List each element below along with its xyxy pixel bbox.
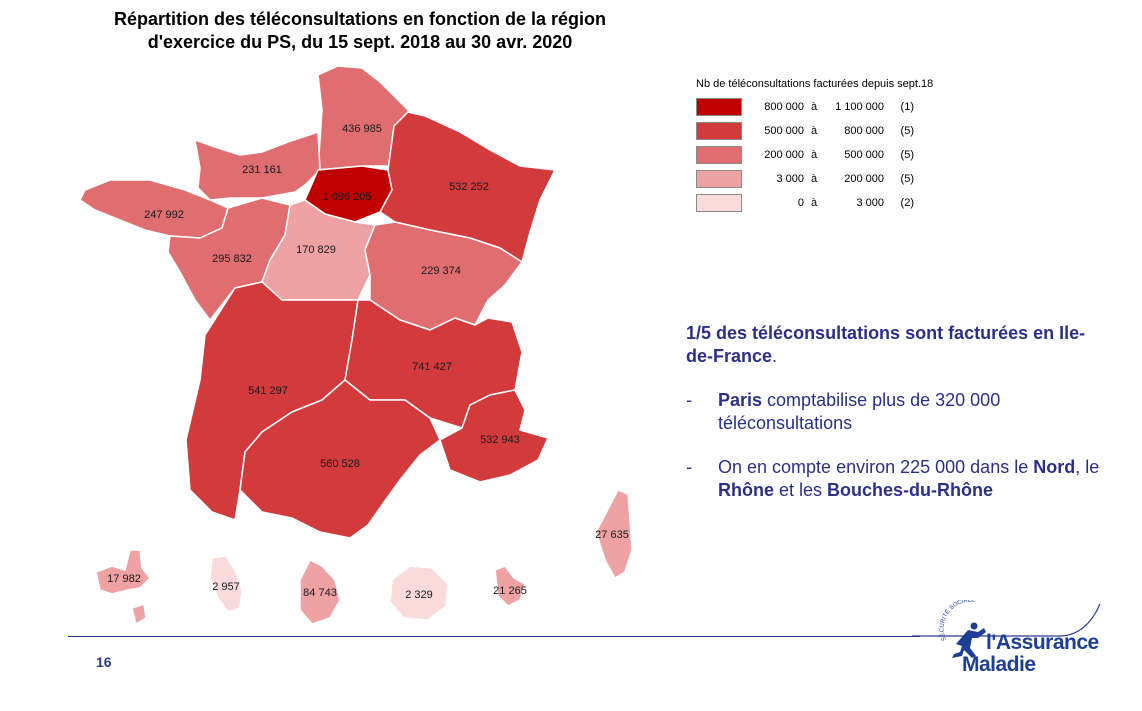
region-grand-est [379,111,556,263]
page-title: Répartition des téléconsultations en fon… [40,8,680,54]
footer-divider [68,636,920,637]
legend-sep: à [810,197,818,209]
bullet-bold-bdr: Bouches-du-Rhône [827,480,994,500]
logo-line-1: l'Assurance [986,631,1099,654]
legend-swatch [696,170,742,188]
label-ile-de-france: 1 096 205 [323,191,372,203]
legend-swatch [696,194,742,212]
label-bretagne: 247 992 [144,209,184,221]
legend-row: 200 000 à 500 000 (5) [696,143,933,167]
legend-from: 800 000 [764,101,804,113]
legend-sep: à [810,125,818,137]
region-bourgogne-franche-comte [364,221,523,331]
label-grand-est: 532 252 [449,181,489,193]
label-guadeloupe: 17 982 [107,573,141,585]
label-reunion: 2 329 [405,589,433,601]
label-pays-de-la-loire: 295 832 [212,253,252,265]
bullet-text-1: On en compte environ 225 000 dans le [718,457,1034,477]
label-nouvelle-aquitaine: 541 297 [248,385,288,397]
label-guyane: 84 743 [303,587,337,599]
legend-swatch [696,122,742,140]
legend-sep: à [810,101,818,113]
label-normandie: 231 161 [242,164,282,176]
region-reunion [389,565,449,621]
legend-title: Nb de téléconsultations facturées depuis… [696,78,934,90]
legend-row: 3 000 à 200 000 (5) [696,167,933,191]
label-centre-val-de-loire: 170 829 [296,244,336,256]
region-normandie [194,131,321,201]
region-martinique [209,555,243,613]
label-bourgogne-franche-comte: 229 374 [421,265,461,277]
headline-end: . [772,346,778,366]
bullet-dash: - [686,390,692,410]
bullet-departments: - On en compte environ 225 000 dans le N… [686,456,1106,502]
legend-count: (2) [900,197,914,209]
title-line-1: Répartition des téléconsultations en fon… [113,9,607,29]
region-corse [595,489,633,579]
legend-to: 500 000 [844,149,884,161]
bullet-bold-rhone: Rhône [718,480,774,500]
legend-count: (5) [900,149,914,161]
bullet-paris-bold: Paris [718,390,763,410]
legend-to: 3 000 [856,197,884,209]
legend-from: 0 [797,197,804,209]
legend-swatch [696,146,742,164]
legend-count: (1) [900,101,914,113]
label-martinique: 2 957 [212,581,240,593]
label-auvergne-rhone-alpes: 741 427 [412,361,452,373]
label-paca: 532 943 [480,434,520,446]
france-regions-map: 436 985 231 161 1 096 205 532 252 247 99… [79,65,633,625]
legend-row: 500 000 à 800 000 (5) [696,119,933,143]
legend-swatch [696,98,742,116]
legend-from: 500 000 [764,125,804,137]
region-guadeloupe [95,549,151,595]
label-occitanie: 560 528 [320,458,360,470]
bullet-dash: - [686,457,692,477]
legend-row: 800 000 à 1 100 000 (1) [696,95,933,119]
bullet-text-3: et les [774,480,828,500]
legend-to: 200 000 [844,173,884,185]
page-number: 16 [96,654,112,670]
legend-from: 200 000 [764,149,804,161]
region-guadeloupe-isle [131,603,147,625]
label-mayotte: 21 265 [493,585,527,597]
bullet-bold-nord: Nord [1033,457,1076,477]
region-mayotte [494,565,526,607]
commentary: 1/5 des téléconsultations sont facturées… [686,322,1106,502]
bullet-paris: - Paris comptabilise plus de 320 000 tél… [686,389,1106,435]
logo-line-2: Maladie [962,653,1036,676]
map-legend: Nb de téléconsultations facturées depuis… [696,78,933,215]
bullet-text-2: , le [1075,457,1100,477]
title-line-2: d'exercice du PS, du 15 sept. 2018 au 30… [147,32,573,52]
legend-sep: à [810,149,818,161]
bullet-paris-text: comptabilise plus de 320 000 téléconsult… [718,390,1001,433]
legend-row: 0 à 3 000 (2) [696,191,933,215]
legend-count: (5) [900,173,914,185]
region-guyane [299,559,341,625]
legend-count: (5) [900,125,914,137]
label-corse: 27 635 [595,529,629,541]
region-paca [439,389,549,483]
label-hauts-de-france: 436 985 [342,123,382,135]
legend-sep: à [810,173,818,185]
headline: 1/5 des téléconsultations sont facturées… [686,322,1106,368]
region-occitanie [239,379,441,539]
legend-to: 1 100 000 [835,101,884,113]
assurance-maladie-logo: SÉCURITÉ SOCIALE [912,600,1101,658]
logo-figure-icon [952,622,986,658]
logo-swoosh [912,603,1101,637]
headline-bold: 1/5 des téléconsultations sont facturées… [686,323,1086,366]
legend-from: 3 000 [776,173,804,185]
legend-to: 800 000 [844,125,884,137]
